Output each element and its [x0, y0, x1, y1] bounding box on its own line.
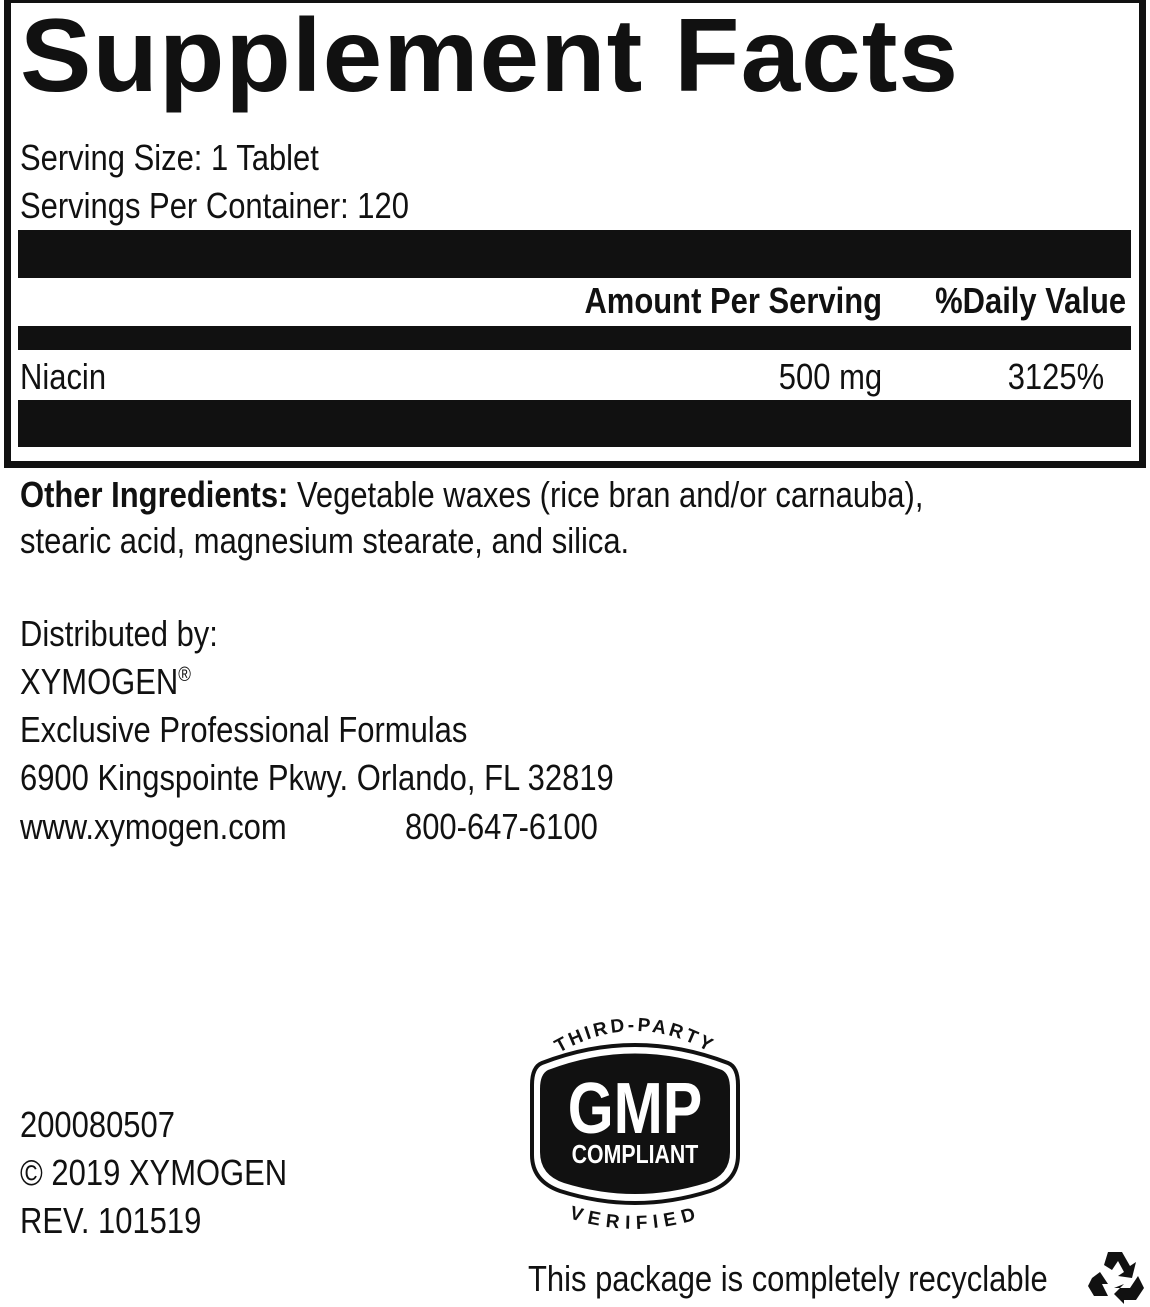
divider-bar: [18, 230, 1131, 278]
badge-sub-text: COMPLIANT: [572, 1140, 699, 1170]
amount-header: Amount Per Serving: [584, 280, 882, 321]
other-ingredients-line1: Other Ingredients: Vegetable waxes (rice…: [20, 477, 923, 513]
nutrient-amount: 500 mg: [778, 356, 882, 397]
distributor-address: 6900 Kingspointe Pkwy. Orlando, FL 32819: [20, 757, 614, 798]
recycle-icon: [1088, 1252, 1144, 1304]
divider-bar: [18, 400, 1131, 447]
serving-size: Serving Size: 1 Tablet: [20, 137, 319, 178]
gmp-badge: THIRD-PARTY GMP COMPLIANT VERIFIED: [530, 1015, 740, 1234]
recyclable-note: This package is completely recyclable: [528, 1258, 1048, 1299]
other-ingredients-line2: stearic acid, magnesium stearate, and si…: [20, 520, 630, 561]
distributor-name: XYMOGEN®: [20, 664, 191, 700]
other-ingredients-label: Other Ingredients:: [20, 474, 289, 515]
product-code: 200080507: [20, 1104, 175, 1145]
divider-bar: [18, 326, 1131, 350]
nutrient-daily-value: 3125%: [1007, 356, 1104, 397]
registered-mark: ®: [178, 664, 191, 686]
servings-per-container: Servings Per Container: 120: [20, 185, 409, 226]
nutrient-name: Niacin: [20, 356, 107, 397]
daily-value-header: %Daily Value: [934, 280, 1126, 321]
other-ingredients-text: Vegetable waxes (rice bran and/or carnau…: [296, 474, 924, 515]
badge-main-text: GMP: [568, 1067, 702, 1148]
distributor-tagline: Exclusive Professional Formulas: [20, 709, 468, 750]
supplement-facts-panel: [4, 0, 1146, 468]
distributor-website[interactable]: www.xymogen.com: [20, 806, 287, 847]
distributor-phone: 800-647-6100: [405, 806, 598, 847]
panel-title: Supplement Facts: [20, 0, 960, 114]
revision: REV. 101519: [20, 1200, 202, 1241]
copyright: © 2019 XYMOGEN: [20, 1152, 288, 1193]
badge-bottom-text: VERIFIED: [567, 1203, 702, 1234]
distributed-by-label: Distributed by:: [20, 613, 218, 654]
brand-name: XYMOGEN: [20, 661, 179, 702]
